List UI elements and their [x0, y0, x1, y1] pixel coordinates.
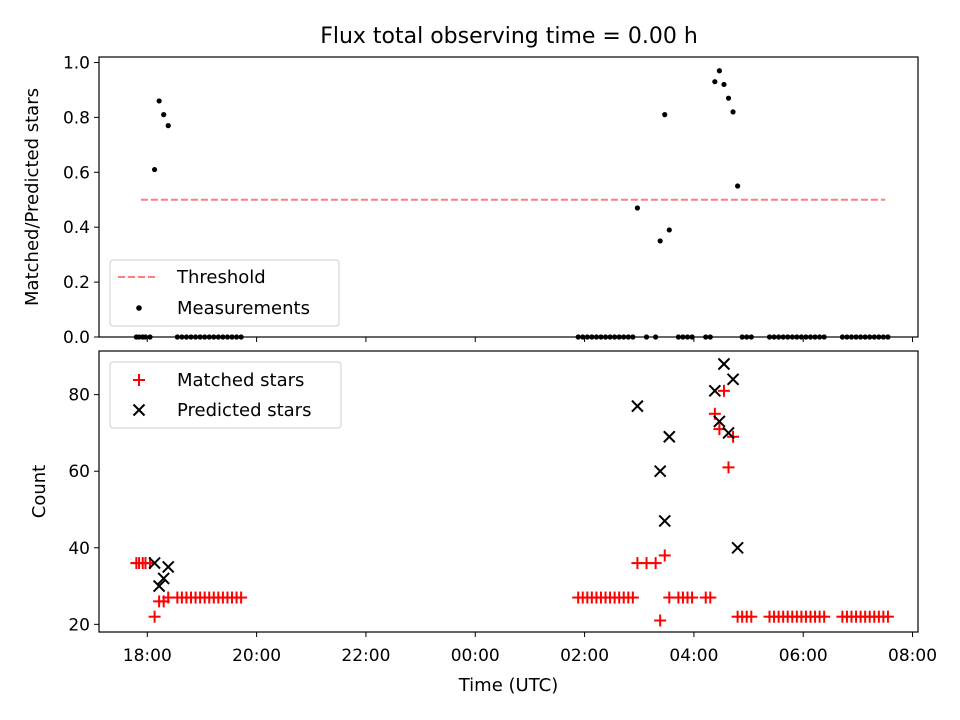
measurement-point [156, 98, 162, 104]
matched-star-point [717, 384, 730, 397]
measurement-point [151, 166, 158, 173]
ratio-legend: Threshold Measurements [109, 259, 340, 327]
count-legend: Matched stars Predicted stars [109, 361, 342, 429]
ratio-panel: 0.0 0.2 0.4 0.6 0.8 1.0 Matched/Predicted sta… [22, 53, 919, 348]
legend-plus-mark [133, 374, 145, 386]
count-panel: 20 40 60 80 18:00 20:00 22:00 00:00 02:00 04:00 0… [29, 350, 937, 696]
predicted-star-point [152, 579, 166, 593]
count-marks [130, 357, 894, 627]
measurement-point [666, 227, 672, 233]
figure-title: Flux total observing time = 0.00 h [320, 24, 698, 49]
count-x-tick-label: 06:00 [779, 646, 828, 666]
ratio-y-axis-label: Matched/Predicted stars [22, 88, 43, 306]
measurement-point [716, 68, 722, 74]
matched-star-point [626, 591, 639, 604]
count-x-tick-label: 00:00 [451, 646, 500, 666]
measurement-point [730, 109, 736, 115]
predicted-star-point [148, 556, 161, 570]
predicted-star-point [663, 430, 676, 443]
matched-star-point [148, 610, 161, 623]
predicted-star-point [631, 399, 644, 413]
predicted-star-point [708, 384, 722, 398]
matched-star-point [235, 591, 248, 604]
matched-star-point [686, 591, 699, 604]
matched-star-point [704, 591, 717, 604]
predicted-star-point [157, 572, 170, 585]
predicted-star-point [731, 541, 744, 554]
count-y-tick-label: 60 [68, 462, 90, 482]
legend-x-mark [132, 403, 146, 417]
matched-star-point [745, 610, 758, 623]
ratio-legend-box [109, 259, 340, 327]
legend-threshold-label: Threshold [176, 267, 266, 288]
matched-star-point [881, 610, 894, 623]
predicted-star-point [162, 560, 175, 574]
predicted-star-point [722, 426, 735, 440]
count-y-ticks: 20 40 60 80 [68, 386, 99, 635]
matched-star-point [818, 610, 831, 623]
ratio-y-tick-label: 0.8 [63, 108, 90, 128]
ratio-y-tick-label: 0.0 [63, 328, 90, 348]
ratio-y-tick-label: 1.0 [63, 53, 90, 73]
count-y-tick-label: 20 [68, 615, 90, 635]
count-y-tick-label: 80 [68, 386, 90, 406]
measurement-point [161, 112, 167, 118]
count-x-tick-label: 20:00 [232, 646, 281, 666]
measurement-point [662, 112, 668, 118]
measurement-point [165, 123, 171, 129]
ratio-axes-frame [98, 56, 919, 338]
ratio-y-ticks: 0.0 0.2 0.4 0.6 0.8 1.0 [63, 53, 99, 348]
count-x-ticks: 18:00 20:00 22:00 00:00 02:00 04:00 06:00 08:00 [123, 632, 937, 666]
predicted-star-point [713, 415, 726, 428]
count-x-tick-label: 18:00 [123, 646, 172, 666]
ratio-y-tick-label: 0.6 [63, 163, 90, 183]
count-x-tick-label: 08:00 [888, 646, 937, 666]
count-y-tick-label: 40 [68, 539, 90, 559]
legend-predicted-label: Predicted stars [177, 400, 311, 421]
matched-star-point [649, 557, 662, 570]
predicted-star-point [653, 465, 667, 478]
ratio-y-tick-label: 0.2 [63, 273, 90, 293]
legend-matched-label: Matched stars [177, 370, 304, 391]
count-x-tick-label: 02:00 [560, 646, 609, 666]
legend-measurements-swatch [136, 305, 142, 311]
count-legend-box [109, 361, 342, 429]
measurement-point [712, 79, 718, 85]
matched-star-point [658, 549, 671, 562]
legend-measurements-label: Measurements [177, 298, 310, 319]
legend-predicted-swatch [132, 403, 146, 417]
count-y-axis-label: Count [29, 465, 50, 518]
predicted-star-point [658, 514, 671, 528]
measurement-point [657, 238, 663, 244]
predicted-star-point [717, 357, 731, 371]
matched-star-point [654, 614, 667, 627]
predicted-star-point [726, 373, 740, 386]
measurement-point [735, 183, 741, 189]
matched-star-point [722, 461, 735, 474]
measurement-point [721, 81, 727, 88]
measurement-point [634, 205, 641, 211]
count-x-tick-label: 04:00 [669, 646, 718, 666]
ratio-y-tick-label: 0.4 [63, 218, 90, 238]
count-x-tick-label: 22:00 [341, 646, 390, 666]
legend-matched-swatch [133, 374, 145, 386]
count-axes-frame [98, 350, 919, 633]
x-axis-label: Time (UTC) [458, 675, 559, 696]
measurement-point [725, 95, 732, 101]
